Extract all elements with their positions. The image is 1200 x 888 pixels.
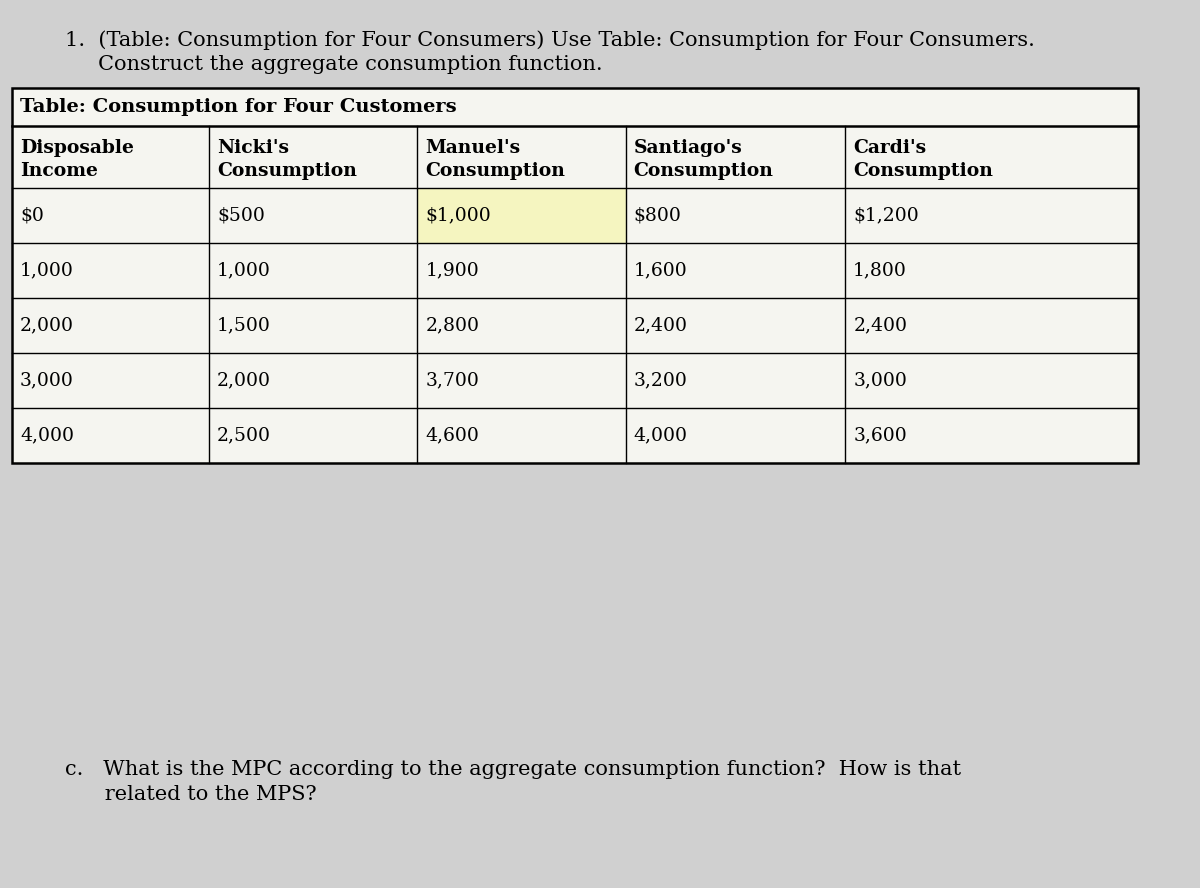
Text: Consumption: Consumption	[425, 162, 565, 179]
Bar	[12, 298, 209, 353]
Text: Income: Income	[20, 162, 98, 179]
Bar	[418, 408, 625, 463]
Bar	[12, 408, 209, 463]
Bar	[845, 298, 1138, 353]
Bar	[209, 243, 418, 298]
Text: 1,500: 1,500	[217, 316, 271, 335]
Text: $1,200: $1,200	[853, 207, 919, 225]
Text: 3,600: 3,600	[853, 426, 907, 445]
Text: Table: Consumption for Four Customers: Table: Consumption for Four Customers	[20, 98, 457, 116]
Text: Consumption: Consumption	[217, 162, 356, 179]
Text: c.   What is the MPC according to the aggregate consumption function?  How is th: c. What is the MPC according to the aggr…	[65, 760, 961, 779]
Bar	[418, 353, 625, 408]
Bar	[12, 243, 209, 298]
Bar	[209, 188, 418, 243]
Text: 3,700: 3,700	[425, 371, 479, 390]
Text: $800: $800	[634, 207, 682, 225]
Text: 4,600: 4,600	[425, 426, 479, 445]
Bar	[625, 298, 845, 353]
Bar	[845, 243, 1138, 298]
Bar	[625, 188, 845, 243]
Text: Manuel's: Manuel's	[425, 139, 521, 156]
Bar	[845, 408, 1138, 463]
Bar	[12, 88, 1138, 463]
Bar	[845, 353, 1138, 408]
Text: 1,900: 1,900	[425, 261, 479, 280]
Bar	[418, 298, 625, 353]
Bar	[12, 88, 1138, 463]
Text: 3,000: 3,000	[853, 371, 907, 390]
Text: 2,400: 2,400	[634, 316, 688, 335]
Text: 2,400: 2,400	[853, 316, 907, 335]
Text: Cardi's: Cardi's	[853, 139, 926, 156]
Text: Disposable: Disposable	[20, 139, 134, 156]
Text: $500: $500	[217, 207, 265, 225]
Text: 1,800: 1,800	[853, 261, 907, 280]
Text: 1,000: 1,000	[217, 261, 271, 280]
Text: Construct the aggregate consumption function.: Construct the aggregate consumption func…	[65, 55, 602, 74]
Text: Santiago's: Santiago's	[634, 139, 743, 156]
Text: 2,000: 2,000	[20, 316, 74, 335]
Bar	[209, 408, 418, 463]
Bar	[12, 126, 1138, 188]
Bar	[12, 88, 1138, 126]
Bar	[418, 243, 625, 298]
Text: 1,000: 1,000	[20, 261, 74, 280]
Bar	[209, 353, 418, 408]
Text: 3,200: 3,200	[634, 371, 688, 390]
Text: 2,000: 2,000	[217, 371, 271, 390]
Bar	[12, 353, 209, 408]
Text: Consumption: Consumption	[853, 162, 994, 179]
Text: 1,600: 1,600	[634, 261, 688, 280]
Bar	[418, 188, 625, 243]
Bar	[625, 243, 845, 298]
Bar	[625, 408, 845, 463]
Text: $0: $0	[20, 207, 44, 225]
Text: 1.  (Table: Consumption for Four Consumers) Use Table: Consumption for Four Cons: 1. (Table: Consumption for Four Consumer…	[65, 30, 1034, 50]
Text: 4,000: 4,000	[20, 426, 74, 445]
Text: Consumption: Consumption	[634, 162, 774, 179]
Text: $1,000: $1,000	[425, 207, 491, 225]
Text: 3,000: 3,000	[20, 371, 74, 390]
Bar	[625, 353, 845, 408]
Bar	[209, 298, 418, 353]
Bar	[845, 188, 1138, 243]
Text: 2,500: 2,500	[217, 426, 271, 445]
Text: related to the MPS?: related to the MPS?	[65, 785, 317, 804]
Bar	[12, 188, 209, 243]
Text: 2,800: 2,800	[425, 316, 479, 335]
Text: Nicki's: Nicki's	[217, 139, 289, 156]
Text: 4,000: 4,000	[634, 426, 688, 445]
